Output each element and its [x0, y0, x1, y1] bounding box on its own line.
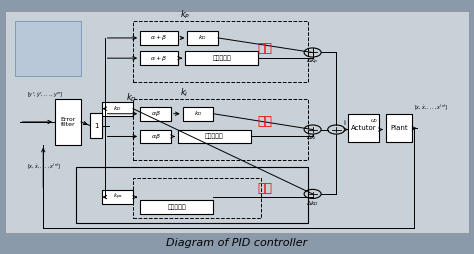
- Bar: [140, 200, 213, 214]
- Text: Error
filter: Error filter: [60, 117, 76, 127]
- Bar: [185, 51, 258, 65]
- Bar: [15, 21, 81, 76]
- Text: 自适应环节: 自适应环节: [205, 134, 224, 139]
- Text: Plant: Plant: [390, 125, 408, 131]
- Text: Diagram of PID controller: Diagram of PID controller: [166, 238, 308, 248]
- Text: $k_I$: $k_I$: [180, 87, 189, 99]
- Bar: [386, 114, 412, 142]
- Bar: [140, 130, 171, 144]
- Text: 比例: 比例: [258, 42, 273, 55]
- Text: 自适应环节: 自适应环节: [167, 204, 186, 210]
- Bar: [133, 178, 261, 218]
- Text: $k_D$: $k_D$: [113, 104, 122, 113]
- Text: $k_D$: $k_D$: [193, 109, 202, 118]
- Text: $\Delta k_D$: $\Delta k_D$: [306, 199, 319, 208]
- Bar: [55, 99, 81, 145]
- Text: $k_D$: $k_D$: [198, 34, 207, 42]
- Bar: [102, 190, 133, 204]
- Text: $k_D$: $k_D$: [126, 92, 137, 104]
- Text: $[y^r,\dot{y}^r,...,y^{rn}]$: $[y^r,\dot{y}^r,...,y^{rn}]$: [27, 90, 63, 100]
- Text: $[x,\dot{x},...,x^{(n)}]$: $[x,\dot{x},...,x^{(n)}]$: [27, 161, 61, 171]
- Bar: [182, 107, 213, 121]
- Text: 微分: 微分: [258, 182, 273, 195]
- Text: $\alpha\beta$: $\alpha\beta$: [151, 132, 160, 141]
- Text: $\Delta k_p$: $\Delta k_p$: [306, 57, 318, 67]
- Text: 1: 1: [94, 123, 99, 129]
- Text: $\alpha+\beta$: $\alpha+\beta$: [150, 54, 168, 63]
- Bar: [5, 11, 469, 233]
- Bar: [140, 107, 171, 121]
- Text: i: i: [344, 120, 346, 126]
- Bar: [140, 31, 178, 45]
- Text: $k_{p\alpha}$: $k_{p\alpha}$: [113, 192, 123, 202]
- Text: Actutor: Actutor: [351, 125, 376, 131]
- Bar: [348, 114, 379, 142]
- Text: 积分: 积分: [258, 116, 273, 129]
- Text: $u_0$: $u_0$: [370, 117, 378, 125]
- Text: $\Delta k_i$: $\Delta k_i$: [306, 133, 317, 142]
- Bar: [76, 167, 308, 223]
- Text: $\alpha\beta$: $\alpha\beta$: [151, 109, 160, 118]
- Bar: [187, 31, 218, 45]
- Text: $k_P$: $k_P$: [180, 8, 191, 21]
- Text: $\alpha+\beta$: $\alpha+\beta$: [150, 34, 168, 42]
- Bar: [178, 130, 251, 144]
- Bar: [102, 102, 133, 116]
- Text: 自适应环节: 自适应环节: [212, 55, 231, 61]
- Bar: [140, 51, 178, 65]
- Bar: [133, 99, 308, 160]
- Bar: [91, 113, 102, 138]
- Text: $[x,\dot{x},...,x^{(n)}]$: $[x,\dot{x},...,x^{(n)}]$: [414, 102, 448, 112]
- Bar: [133, 21, 308, 82]
